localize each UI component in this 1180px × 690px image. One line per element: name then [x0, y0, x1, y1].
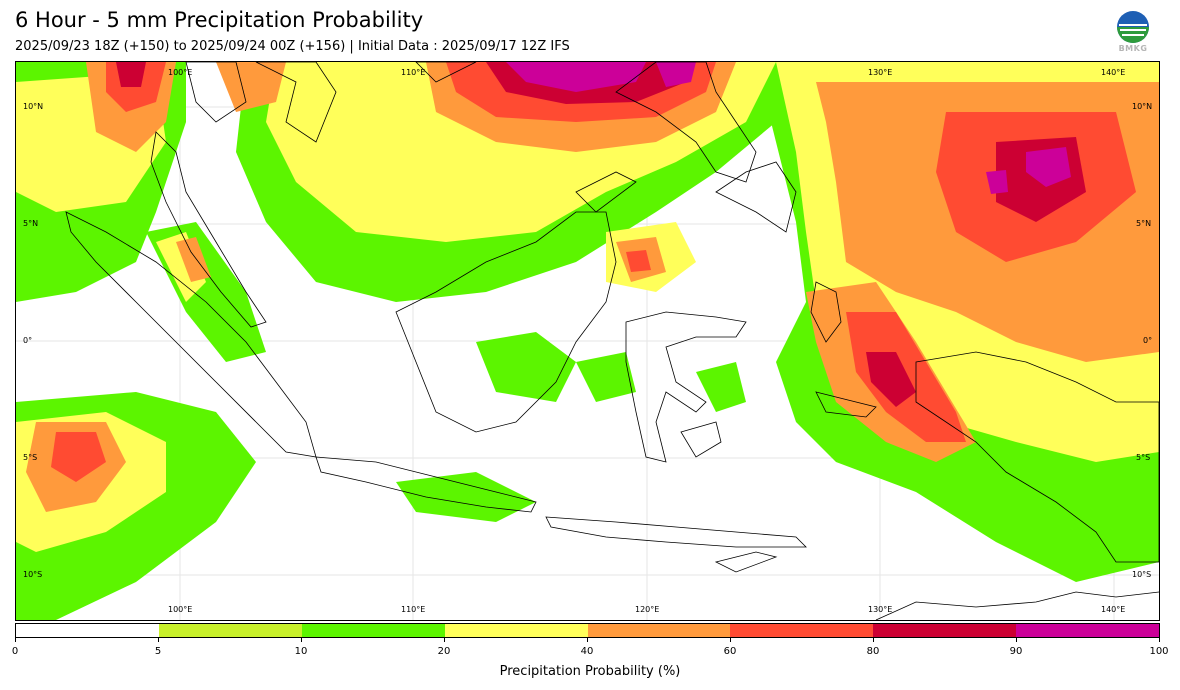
precip-90-100-layer [506, 62, 1071, 194]
bmkg-logo-icon [1114, 10, 1152, 56]
lon-label-bottom: 130°E [868, 605, 893, 614]
colorbar-segment [301, 624, 445, 637]
colorbar-tick [587, 638, 588, 642]
colorbar-tick [873, 638, 874, 642]
bmkg-logo-text: BMKG [1118, 44, 1148, 53]
lon-label-bottom: 120°E [635, 605, 660, 614]
lat-label-right: 10°N [1132, 102, 1153, 111]
colorbar-tick [158, 638, 159, 642]
colorbar-tick-label: 80 [866, 646, 880, 657]
coastlines [65, 62, 1159, 620]
colorbar-title: Precipitation Probability (%) [499, 664, 681, 679]
lat-label-left: 0° [23, 336, 33, 345]
colorbar-segment [873, 624, 1017, 637]
lon-label-top: 140°E [1101, 68, 1126, 77]
lon-label-top: 100°E [168, 68, 193, 77]
lat-label-left: 5°S [23, 453, 38, 462]
lat-label-right: 5°S [1136, 453, 1151, 462]
colorbar-segment [730, 624, 874, 637]
colorbar-tick-label: 10 [294, 646, 308, 657]
lat-label-left: 10°S [23, 570, 43, 579]
lat-label-left: 10°N [23, 102, 44, 111]
lat-label-right: 5°N [1136, 219, 1152, 228]
colorbar-segment [444, 624, 588, 637]
lat-label-left: 5°N [23, 219, 39, 228]
map-title: 6 Hour - 5 mm Precipitation Probability [15, 8, 424, 32]
lon-label-top: 110°E [401, 68, 426, 77]
lon-label-top: 130°E [868, 68, 893, 77]
colorbar-tick-label: 20 [437, 646, 451, 657]
lon-label-bottom: 140°E [1101, 605, 1126, 614]
colorbar-tick-label: 40 [580, 646, 594, 657]
colorbar-segment [16, 624, 159, 637]
colorbar-tick [1016, 638, 1017, 642]
lon-label-bottom: 110°E [401, 605, 426, 614]
colorbar-tick-label: 0 [11, 646, 19, 657]
colorbar-segment [587, 624, 731, 637]
colorbar-tick [15, 638, 16, 642]
colorbar-tick-label: 90 [1009, 646, 1023, 657]
colorbar-tick-label: 5 [154, 646, 162, 657]
colorbar-tick-label: 60 [723, 646, 737, 657]
colorbar-tick [301, 638, 302, 642]
lat-label-right: 10°S [1132, 570, 1152, 579]
colorbar-segment [1016, 624, 1159, 637]
colorbar [15, 623, 1160, 638]
map-subtitle: 2025/09/23 18Z (+150) to 2025/09/24 00Z … [15, 39, 570, 54]
lon-label-bottom: 100°E [168, 605, 193, 614]
lat-label-right: 0° [1143, 336, 1153, 345]
colorbar-segment [158, 624, 302, 637]
colorbar-tick [444, 638, 445, 642]
colorbar-tick [730, 638, 731, 642]
colorbar-tick [1159, 638, 1160, 642]
colorbar-tick-label: 100 [1149, 646, 1169, 657]
precipitation-map: 100°E 110°E 130°E 140°E 100°E 110°E 120°… [15, 61, 1160, 621]
